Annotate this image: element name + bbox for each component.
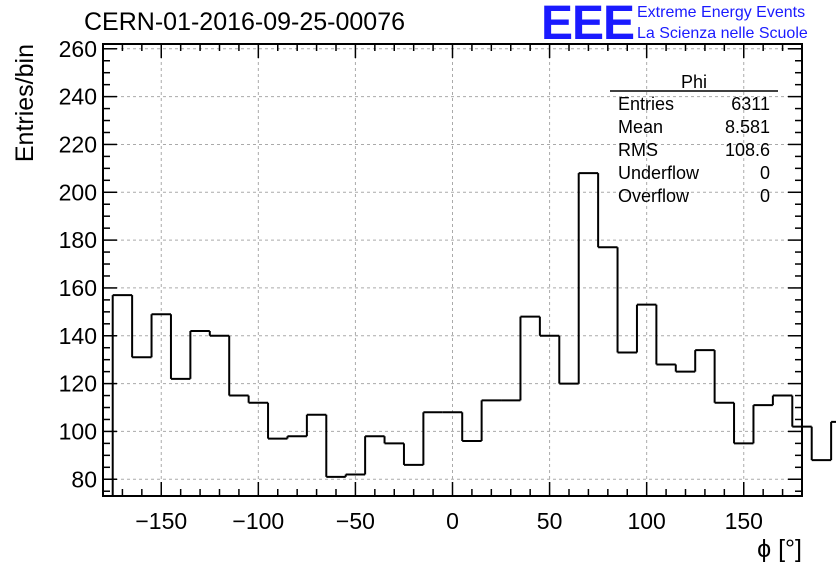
y-tick-label: 200 <box>59 179 97 205</box>
chart-title: CERN-01-2016-09-25-00076 <box>84 8 406 36</box>
x-tick-label: 100 <box>627 508 665 534</box>
histogram-layer <box>111 172 836 496</box>
y-tick-label: 240 <box>59 84 97 110</box>
stats-label: Underflow <box>618 163 700 183</box>
x-tick-label: 50 <box>537 508 563 534</box>
axis-layer: −150 −100 −50 0 50 100 150 80 100 120 140 160 180 200… <box>11 36 803 563</box>
stats-value: 8.581 <box>725 117 770 137</box>
y-tick-label: 80 <box>71 466 97 492</box>
y-tick-label: 180 <box>59 227 97 253</box>
y-axis-title: Entries/bin <box>11 44 39 162</box>
y-tick-label: 140 <box>59 323 97 349</box>
stats-label: Overflow <box>618 186 690 206</box>
x-tick-label: −50 <box>336 508 375 534</box>
stats-title: Phi <box>681 72 707 92</box>
grid-layer <box>103 44 802 496</box>
logo-caption: Extreme Energy Events La Scienza nelle S… <box>637 2 808 44</box>
x-tick-label: 0 <box>446 508 459 534</box>
y-tick-label: 120 <box>59 371 97 397</box>
stats-box: Phi Entries 6311 Mean 8.581 RMS 108.6 Underflow… <box>610 72 778 206</box>
stats-value: 0 <box>760 163 770 183</box>
stats-label: Mean <box>618 117 663 137</box>
x-tick-label: −100 <box>232 508 284 534</box>
stats-value: 108.6 <box>725 140 770 160</box>
logo-caption-line2: La Scienza nelle Scuole <box>637 25 808 42</box>
y-tick-label: 260 <box>59 36 97 62</box>
x-axis-title: ϕ [°] <box>757 535 802 563</box>
stats-label: Entries <box>618 94 674 114</box>
y-tick-label: 100 <box>59 418 97 444</box>
stats-label: RMS <box>618 140 658 160</box>
stats-value: 0 <box>760 186 770 206</box>
x-tick-label: −150 <box>135 508 187 534</box>
logo-caption-line1: Extreme Energy Events <box>637 4 806 21</box>
x-tick-label: 150 <box>725 508 763 534</box>
y-tick-label: 220 <box>59 131 97 157</box>
y-tick-label: 160 <box>59 275 97 301</box>
eee-logo: EEE <box>541 0 635 50</box>
stats-value: 6311 <box>731 94 770 114</box>
